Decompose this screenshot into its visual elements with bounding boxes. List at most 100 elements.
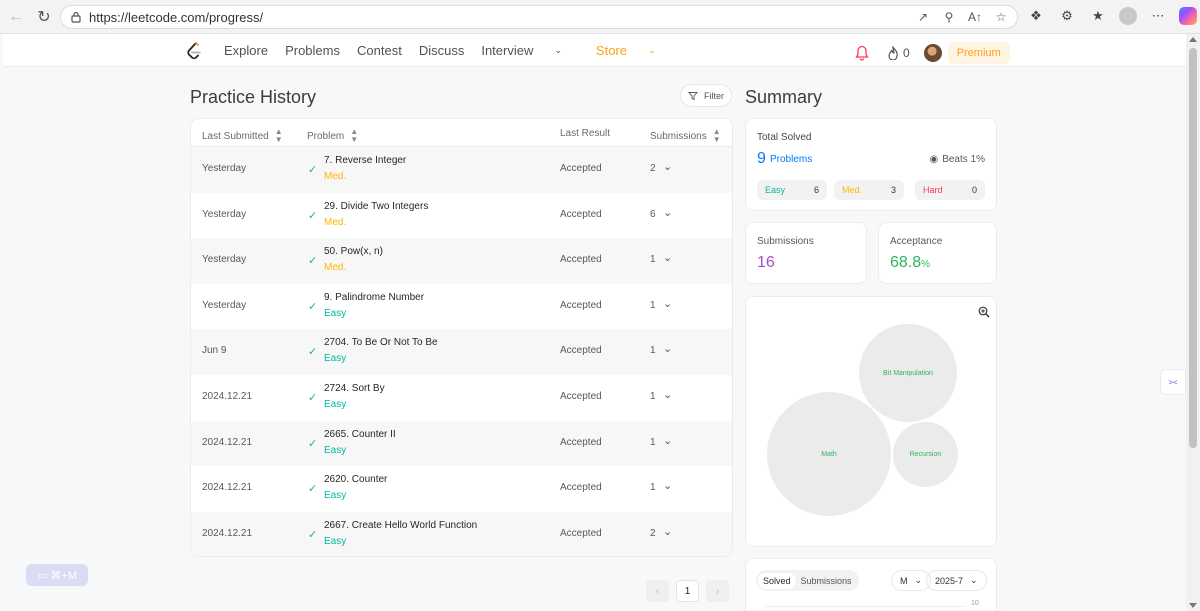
topic-bubble[interactable]: Math xyxy=(767,392,891,516)
page-scrollbar[interactable] xyxy=(1186,34,1200,611)
tab-solved[interactable]: Solved xyxy=(758,572,796,589)
page: Explore Problems Contest Discuss Intervi… xyxy=(3,34,1186,611)
prev-page-button[interactable]: ‹ xyxy=(646,580,669,602)
scrollbar-thumb[interactable] xyxy=(1189,48,1197,448)
nav-store[interactable]: Store ⌄ xyxy=(596,43,673,58)
table-row[interactable]: Yesterday ✓ 7. Reverse Integer Med. Accepted… xyxy=(191,147,732,193)
hard-count-pill: Hard 0 xyxy=(915,180,985,200)
scroll-down-icon[interactable] xyxy=(1189,603,1197,608)
col-problem[interactable]: Problem ▲ ▼ xyxy=(307,128,358,144)
col-submissions[interactable]: Submissions ▲ ▼ xyxy=(650,128,721,144)
lock-icon xyxy=(71,11,81,23)
copilot-icon[interactable] xyxy=(1179,7,1197,25)
accepted-check-icon: ✓ xyxy=(308,255,318,268)
nav-discuss[interactable]: Discuss xyxy=(418,43,465,58)
nav-explore[interactable]: Explore xyxy=(224,43,269,58)
row-difficulty: Easy xyxy=(324,398,347,410)
back-icon[interactable]: ← xyxy=(8,8,24,25)
table-row[interactable]: Yesterday ✓ 9. Palindrome Number Easy Accept… xyxy=(191,284,732,330)
reload-icon[interactable]: ↻ xyxy=(37,9,51,26)
row-date: 2024.12.21 xyxy=(202,436,253,448)
topic-bubble[interactable]: Bit Manipulation xyxy=(859,324,957,422)
page-number-button[interactable]: 1 xyxy=(676,580,699,602)
row-difficulty: Easy xyxy=(324,490,347,502)
row-problem-title[interactable]: 2704. To Be Or Not To Be xyxy=(324,337,438,349)
accepted-check-icon: ✓ xyxy=(308,209,318,222)
profile-avatar[interactable] xyxy=(1119,7,1137,25)
streak-fire-icon[interactable] xyxy=(887,46,899,60)
row-problem-title[interactable]: 29. Divide Two Integers xyxy=(324,200,429,212)
topic-bubble[interactable]: Recursion xyxy=(893,422,958,487)
nav-interview[interactable]: Interview ⌄ xyxy=(481,43,579,58)
row-submissions: 1 xyxy=(650,482,656,494)
side-panel-toggle-icon[interactable]: >< xyxy=(1160,369,1186,395)
nav-contest[interactable]: Contest xyxy=(357,43,402,58)
user-avatar[interactable] xyxy=(923,44,942,62)
nav-problems[interactable]: Problems xyxy=(285,43,340,58)
expand-chevron-icon[interactable]: ⌄ xyxy=(663,434,673,447)
expand-chevron-icon[interactable]: ⌄ xyxy=(663,525,673,538)
submissions-label: Submissions xyxy=(757,236,814,247)
col-last-result: Last Result xyxy=(560,128,610,139)
month-select[interactable]: 2025-7 ⌄ xyxy=(926,570,987,591)
expand-chevron-icon[interactable]: ⌄ xyxy=(663,343,673,356)
row-problem-title[interactable]: 2620. Counter xyxy=(324,474,388,486)
expand-chevron-icon[interactable]: ⌄ xyxy=(663,388,673,401)
notification-bell-icon[interactable] xyxy=(855,45,869,61)
total-solved-label: Total Solved xyxy=(757,132,812,143)
col-last-submitted[interactable]: Last Submitted ▲ ▼ xyxy=(202,128,283,144)
open-in-app-icon[interactable]: ↗ xyxy=(917,10,929,24)
topic-label: Bit Manipulation xyxy=(883,369,933,377)
table-row[interactable]: 2024.12.21 ✓ 2665. Counter II Easy Accepted 1… xyxy=(191,420,732,467)
row-problem-title[interactable]: 2667. Create Hello World Function xyxy=(324,519,478,531)
expand-chevron-icon[interactable]: ⌄ xyxy=(663,297,673,310)
row-submissions: 6 xyxy=(650,208,656,220)
browser-essentials-icon[interactable]: ⚙ xyxy=(1061,8,1073,23)
topic-label: Math xyxy=(821,450,837,458)
expand-chevron-icon[interactable]: ⌄ xyxy=(663,252,673,265)
table-row[interactable]: Jun 9 ✓ 2704. To Be Or Not To Be Easy Accept… xyxy=(191,329,732,375)
practice-history-table: Last Submitted ▲ ▼ Problem ▲ ▼ Last Result S… xyxy=(190,118,733,557)
accepted-check-icon: ✓ xyxy=(308,346,318,359)
acceptance-card: Acceptance 68.8% xyxy=(878,222,997,284)
address-bar[interactable]: https://leetcode.com/progress/ ↗ ⚲ A↑ ☆ xyxy=(60,5,1018,29)
problems-label: Problems xyxy=(770,154,813,165)
filter-button[interactable]: Filter xyxy=(680,84,732,107)
expand-chevron-icon[interactable]: ⌄ xyxy=(663,161,673,173)
premium-button[interactable]: Premium xyxy=(947,42,1010,64)
tab-submissions[interactable]: Submissions xyxy=(800,575,852,586)
expand-chevron-icon[interactable]: ⌄ xyxy=(663,206,673,219)
col-last-submitted-label: Last Submitted xyxy=(202,130,269,142)
acceptance-number: 68.8 xyxy=(890,254,922,271)
shortcut-badge[interactable]: ▭ ⌘+M xyxy=(26,564,88,586)
row-difficulty: Med. xyxy=(324,171,347,182)
row-submissions: 1 xyxy=(650,390,656,402)
extensions-icon[interactable]: ❖ xyxy=(1030,8,1042,23)
table-row[interactable]: 2024.12.21 ✓ 2620. Counter Easy Accepted 1 ⌄ xyxy=(191,466,732,512)
expand-chevron-icon[interactable]: ⌄ xyxy=(663,480,673,493)
table-row[interactable]: 2024.12.21 ✓ 2667. Create Hello World Func… xyxy=(191,511,732,556)
sort-icon: ▲ ▼ xyxy=(350,127,359,144)
row-problem-title[interactable]: 2665. Counter II xyxy=(324,428,396,440)
favorites-icon[interactable]: ★ xyxy=(1092,8,1104,23)
next-page-button[interactable]: › xyxy=(706,580,729,602)
table-row[interactable]: 2024.12.21 ✓ 2724. Sort By Easy Accepted 1 ⌄ xyxy=(191,375,732,421)
favorite-star-icon[interactable]: ☆ xyxy=(995,10,1007,24)
row-problem-title[interactable]: 50. Pow(x, n) xyxy=(324,246,383,258)
chevron-down-icon: ⌄ xyxy=(914,575,923,585)
nav-interview-label: Interview xyxy=(481,43,534,58)
row-problem-title[interactable]: 2724. Sort By xyxy=(324,382,385,394)
zoom-icon[interactable]: ⚲ xyxy=(944,10,954,24)
zoom-in-icon[interactable] xyxy=(978,306,990,318)
read-aloud-icon[interactable]: A↑ xyxy=(967,10,982,24)
row-problem-title[interactable]: 9. Palindrome Number xyxy=(324,291,425,303)
chart-tabs: Solved Submissions xyxy=(756,570,859,591)
table-row[interactable]: Yesterday ✓ 29. Divide Two Integers Med. Acc… xyxy=(191,193,732,239)
leetcode-logo[interactable] xyxy=(186,42,203,60)
more-menu-icon[interactable]: ⋯ xyxy=(1151,8,1165,23)
row-problem-title[interactable]: 7. Reverse Integer xyxy=(324,155,407,166)
beats-icon: ◉ xyxy=(929,154,939,165)
table-row[interactable]: Yesterday ✓ 50. Pow(x, n) Med. Accepted 1 ⌄ xyxy=(191,238,732,284)
scroll-up-icon[interactable] xyxy=(1189,37,1197,42)
medium-count: 3 xyxy=(890,185,896,195)
